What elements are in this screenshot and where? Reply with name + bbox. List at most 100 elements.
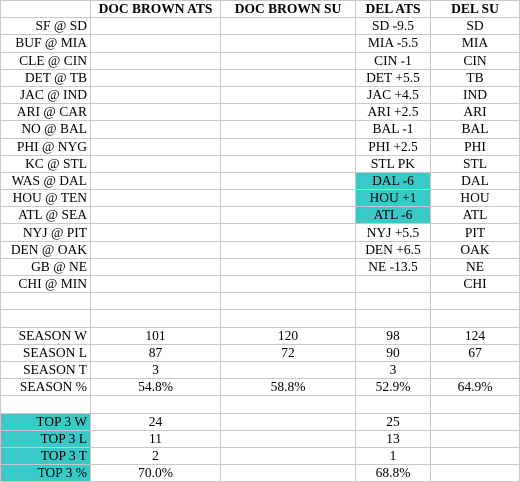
doc-ats-cell[interactable] bbox=[90, 189, 221, 208]
doc-ats-cell[interactable] bbox=[90, 103, 221, 122]
del-ats-cell[interactable]: NE -13.5 bbox=[355, 257, 431, 277]
doc-ats-stat-cell[interactable]: 101 bbox=[90, 326, 221, 345]
doc-ats-stat-cell[interactable]: 3 bbox=[90, 360, 221, 380]
header-doc-brown-su[interactable]: DOC BROWN SU bbox=[220, 0, 356, 19]
empty-cell[interactable] bbox=[220, 309, 356, 328]
del-su-cell[interactable]: OAK bbox=[430, 240, 520, 259]
doc-ats-cell[interactable] bbox=[90, 171, 221, 191]
doc-ats-cell[interactable] bbox=[90, 137, 221, 156]
doc-ats-top3-cell[interactable]: 70.0% bbox=[90, 464, 221, 482]
del-su-cell[interactable]: DAL bbox=[430, 171, 520, 191]
doc-su-stat-cell[interactable]: 72 bbox=[220, 343, 356, 362]
del-ats-cell[interactable]: SD -9.5 bbox=[355, 17, 431, 36]
empty-cell[interactable] bbox=[355, 292, 431, 311]
del-ats-top3-cell[interactable]: 68.8% bbox=[355, 464, 431, 482]
matchup-cell[interactable]: GB @ NE bbox=[0, 257, 91, 277]
matchup-cell[interactable]: DET @ TB bbox=[0, 68, 91, 87]
del-su-cell[interactable]: TB bbox=[430, 68, 520, 87]
empty-cell[interactable] bbox=[90, 292, 221, 311]
matchup-cell[interactable]: HOU @ TEN bbox=[0, 189, 91, 208]
del-ats-top3-cell[interactable]: 1 bbox=[355, 446, 431, 466]
del-su-top3-cell[interactable] bbox=[430, 464, 520, 482]
doc-su-cell[interactable] bbox=[220, 34, 356, 53]
doc-su-cell[interactable] bbox=[220, 206, 356, 225]
matchup-cell[interactable]: NYJ @ PIT bbox=[0, 223, 91, 242]
doc-ats-stat-cell[interactable]: 87 bbox=[90, 343, 221, 362]
header-doc-brown-ats[interactable]: DOC BROWN ATS bbox=[90, 0, 221, 19]
doc-su-cell[interactable] bbox=[220, 51, 356, 70]
empty-cell[interactable] bbox=[90, 309, 221, 328]
del-ats-cell[interactable]: DAL -6 bbox=[355, 171, 431, 191]
doc-su-cell[interactable] bbox=[220, 171, 356, 191]
matchup-cell[interactable]: ARI @ CAR bbox=[0, 103, 91, 122]
del-ats-cell[interactable]: JAC +4.5 bbox=[355, 85, 431, 105]
matchup-cell[interactable]: CHI @ MIN bbox=[0, 274, 91, 294]
doc-su-stat-cell[interactable] bbox=[220, 360, 356, 380]
del-su-cell[interactable]: IND bbox=[430, 85, 520, 105]
doc-ats-cell[interactable] bbox=[90, 85, 221, 105]
del-ats-cell[interactable]: ATL -6 bbox=[355, 206, 431, 225]
matchup-cell[interactable]: JAC @ IND bbox=[0, 85, 91, 105]
del-su-stat-cell[interactable]: 67 bbox=[430, 343, 520, 362]
del-ats-top3-cell[interactable]: 13 bbox=[355, 429, 431, 448]
top3-label-cell[interactable]: TOP 3 T bbox=[0, 446, 91, 466]
empty-cell[interactable] bbox=[355, 309, 431, 328]
del-ats-cell[interactable]: DET +5.5 bbox=[355, 68, 431, 87]
doc-ats-cell[interactable] bbox=[90, 240, 221, 259]
del-su-cell[interactable]: NE bbox=[430, 257, 520, 277]
empty-cell[interactable] bbox=[0, 395, 91, 414]
matchup-cell[interactable]: ATL @ SEA bbox=[0, 206, 91, 225]
del-su-cell[interactable]: HOU bbox=[430, 189, 520, 208]
top3-label-cell[interactable]: TOP 3 W bbox=[0, 412, 91, 431]
del-su-cell[interactable]: SD bbox=[430, 17, 520, 36]
header-del-ats[interactable]: DEL ATS bbox=[355, 0, 431, 19]
doc-su-stat-cell[interactable]: 120 bbox=[220, 326, 356, 345]
doc-su-cell[interactable] bbox=[220, 274, 356, 294]
del-su-cell[interactable]: PHI bbox=[430, 137, 520, 156]
matchup-cell[interactable]: CLE @ CIN bbox=[0, 51, 91, 70]
doc-ats-cell[interactable] bbox=[90, 274, 221, 294]
doc-ats-top3-cell[interactable]: 2 bbox=[90, 446, 221, 466]
top3-label-cell[interactable]: TOP 3 L bbox=[0, 429, 91, 448]
doc-su-cell[interactable] bbox=[220, 189, 356, 208]
del-ats-stat-cell[interactable]: 90 bbox=[355, 343, 431, 362]
empty-cell[interactable] bbox=[220, 395, 356, 414]
del-su-top3-cell[interactable] bbox=[430, 412, 520, 431]
del-ats-cell[interactable]: HOU +1 bbox=[355, 189, 431, 208]
doc-ats-stat-cell[interactable]: 54.8% bbox=[90, 378, 221, 397]
doc-su-top3-cell[interactable] bbox=[220, 412, 356, 431]
matchup-cell[interactable]: PHI @ NYG bbox=[0, 137, 91, 156]
matchup-cell[interactable]: SF @ SD bbox=[0, 17, 91, 36]
empty-cell[interactable] bbox=[220, 292, 356, 311]
doc-su-cell[interactable] bbox=[220, 223, 356, 242]
del-ats-cell[interactable]: DEN +6.5 bbox=[355, 240, 431, 259]
doc-ats-cell[interactable] bbox=[90, 257, 221, 277]
matchup-cell[interactable]: BUF @ MIA bbox=[0, 34, 91, 53]
doc-su-top3-cell[interactable] bbox=[220, 429, 356, 448]
doc-su-cell[interactable] bbox=[220, 137, 356, 156]
matchup-cell[interactable]: NO @ BAL bbox=[0, 120, 91, 139]
doc-su-cell[interactable] bbox=[220, 68, 356, 87]
doc-ats-cell[interactable] bbox=[90, 206, 221, 225]
empty-cell[interactable] bbox=[430, 395, 520, 414]
matchup-cell[interactable]: KC @ STL bbox=[0, 154, 91, 173]
doc-ats-cell[interactable] bbox=[90, 51, 221, 70]
del-su-cell[interactable]: BAL bbox=[430, 120, 520, 139]
del-su-stat-cell[interactable] bbox=[430, 360, 520, 380]
top3-label-cell[interactable]: TOP 3 % bbox=[0, 464, 91, 482]
doc-su-cell[interactable] bbox=[220, 17, 356, 36]
del-su-cell[interactable]: CHI bbox=[430, 274, 520, 294]
doc-su-top3-cell[interactable] bbox=[220, 464, 356, 482]
del-ats-cell[interactable]: BAL -1 bbox=[355, 120, 431, 139]
del-ats-cell[interactable]: NYJ +5.5 bbox=[355, 223, 431, 242]
doc-ats-top3-cell[interactable]: 11 bbox=[90, 429, 221, 448]
del-ats-stat-cell[interactable]: 98 bbox=[355, 326, 431, 345]
doc-ats-cell[interactable] bbox=[90, 223, 221, 242]
del-su-cell[interactable]: ARI bbox=[430, 103, 520, 122]
empty-cell[interactable] bbox=[0, 292, 91, 311]
doc-ats-cell[interactable] bbox=[90, 68, 221, 87]
del-ats-cell[interactable]: ARI +2.5 bbox=[355, 103, 431, 122]
del-su-cell[interactable]: ATL bbox=[430, 206, 520, 225]
doc-su-cell[interactable] bbox=[220, 120, 356, 139]
doc-ats-cell[interactable] bbox=[90, 120, 221, 139]
